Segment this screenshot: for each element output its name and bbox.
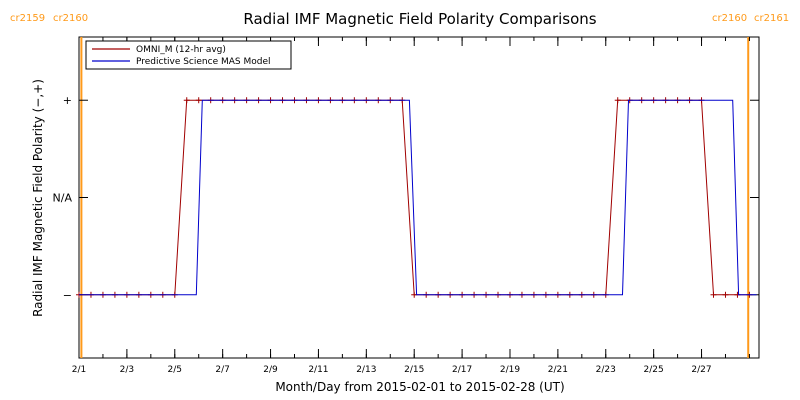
y-tick-label: − [63,289,72,302]
x-tick-label: 2/25 [644,365,664,375]
legend: OMNI_M (12-hr avg) Predictive Science MAS… [85,40,292,70]
data-point [614,97,621,104]
data-point [722,291,729,298]
x-tick-label: 2/9 [263,365,278,375]
x-axis-label: Month/Day from 2015-02-01 to 2015-02-28 … [275,380,564,394]
series-line-1 [79,99,757,296]
x-tick-label: 2/19 [500,365,520,375]
series-line-0 [79,99,750,296]
carrington-labels: cr2159 cr2160 cr2160 cr2161 [10,13,789,24]
x-tick-label: 2/5 [168,365,182,375]
carrington-label: cr2159 [10,13,45,24]
series-layer [76,97,757,298]
x-tick-label: 2/17 [452,365,472,375]
x-tick-label: 2/7 [215,365,229,375]
y-axis: + N/A − [53,94,759,302]
x-tick-label: 2/13 [356,365,376,375]
x-tick-label: 2/3 [120,365,134,375]
x-tick-label: 2/1 [72,365,86,375]
legend-box [85,40,292,70]
carrington-label: cr2160 [53,13,88,24]
x-tick-label: 2/15 [404,365,424,375]
chart-title: Radial IMF Magnetic Field Polarity Compa… [243,10,596,28]
carrington-label: cr2160 [712,13,747,24]
y-tick-label: + [63,94,72,107]
carrington-rotation-lines [80,37,750,358]
data-point [195,97,202,104]
x-tick-label: 2/11 [308,365,328,375]
legend-entry: OMNI_M (12-hr avg) [136,45,226,55]
data-point [710,291,717,298]
carrington-label: cr2161 [754,13,789,24]
x-tick-label: 2/21 [548,365,568,375]
x-axis: 2/1 2/3 2/5 2/7 2/9 2/11 2/13 2/15 2/17 2/19 2/21 2… [72,37,750,375]
y-axis-label: Radial IMF Magnetic Field Polarity (−,+) [31,79,45,317]
y-tick-label: N/A [53,192,73,205]
data-point [183,97,190,104]
x-tick-label: 2/23 [596,365,616,375]
x-tick-label: 2/27 [691,365,711,375]
legend-entry: Predictive Science MAS Model [136,57,271,67]
